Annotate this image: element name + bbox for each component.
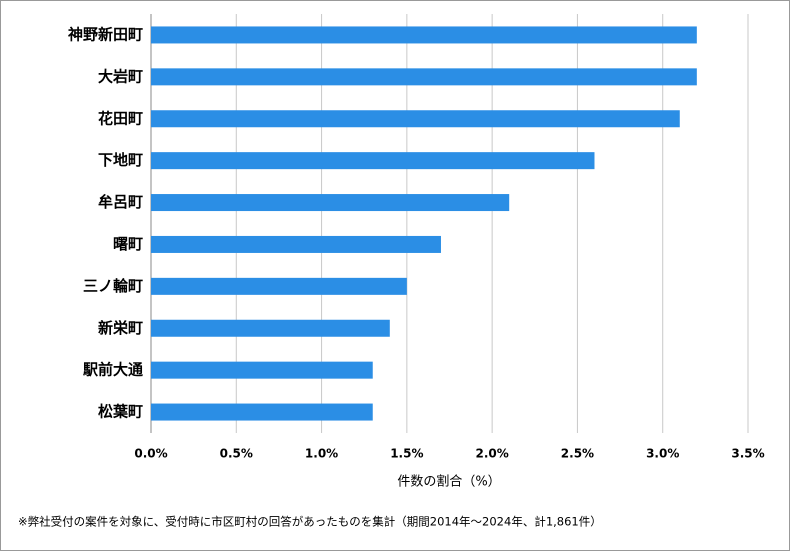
y-tick-label: 松葉町: [98, 403, 143, 421]
footnote: ※弊社受付の案件を対象に、受付時に市区町村の回答があったものを集計（期間2014…: [18, 515, 602, 529]
bar: [151, 152, 595, 170]
x-axis-label: 件数の割合（%）: [397, 474, 500, 490]
x-tick-label: 1.5%: [390, 447, 423, 461]
y-tick-label: 曙町: [113, 235, 143, 253]
x-tick-label: 3.5%: [731, 447, 764, 461]
x-tick-label: 0.5%: [220, 447, 253, 461]
bar: [151, 277, 407, 295]
bar: [151, 361, 373, 379]
bar: [151, 194, 510, 212]
y-tick-label: 花田町: [98, 109, 143, 127]
y-tick-label: 神野新田町: [68, 25, 143, 43]
x-tick-label: 2.0%: [476, 447, 509, 461]
x-tick-label: 2.5%: [561, 447, 594, 461]
bar: [151, 68, 697, 86]
x-tick-label: 3.0%: [646, 447, 679, 461]
y-tick-label: 新栄町: [98, 319, 143, 337]
bar: [151, 26, 697, 44]
y-tick-label: 大岩町: [98, 67, 143, 85]
x-tick-label: 0.0%: [134, 447, 167, 461]
bar: [151, 403, 373, 421]
bar: [151, 319, 390, 337]
y-tick-label: 牟呂町: [98, 193, 143, 211]
y-tick-label: 下地町: [98, 151, 143, 169]
y-tick-label: 三ノ輪町: [83, 277, 143, 295]
y-tick-label: 駅前大通: [82, 361, 143, 379]
x-tick-label: 1.0%: [305, 447, 338, 461]
bar: [151, 110, 680, 128]
bar: [151, 235, 441, 253]
